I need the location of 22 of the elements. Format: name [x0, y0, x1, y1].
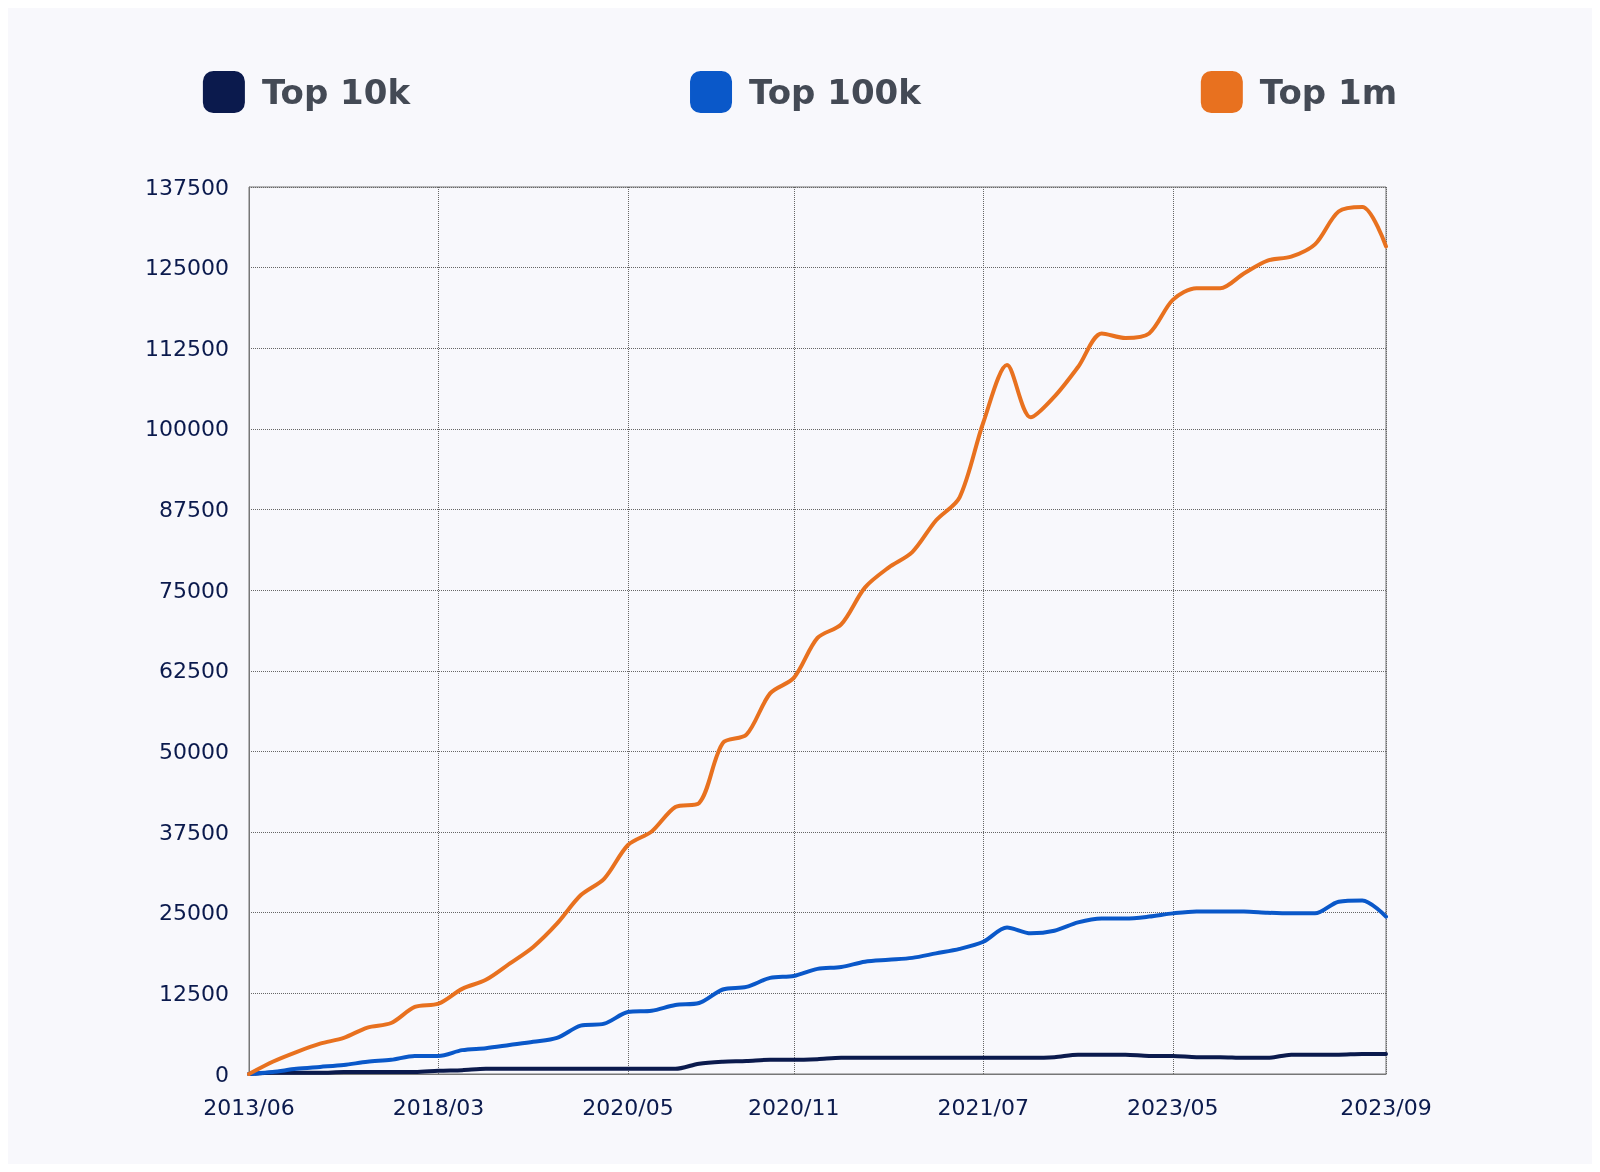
x-tick-label: 2020/11 [748, 1094, 840, 1120]
y-tick-label: 75000 [159, 577, 229, 603]
y-tick-label: 137500 [145, 174, 229, 200]
y-tick-label: 37500 [159, 819, 229, 845]
x-tick-label: 2023/09 [1340, 1094, 1432, 1120]
legend-label: Top 1m [1259, 72, 1398, 112]
y-tick-label: 50000 [159, 738, 229, 764]
x-tick-label: 2018/03 [392, 1094, 485, 1120]
y-tick-label: 25000 [159, 900, 229, 926]
y-tick-label: 62500 [159, 658, 229, 684]
y-tick-label: 125000 [145, 255, 229, 281]
y-tick-label: 112500 [145, 335, 229, 361]
x-tick-label: 2020/05 [582, 1094, 674, 1120]
y-tick-label: 12500 [159, 980, 229, 1006]
x-tick-label: 2021/07 [937, 1094, 1030, 1120]
x-tick-label: 2013/06 [203, 1094, 295, 1120]
legend-label: Top 100k [749, 72, 923, 112]
y-tick-label: 87500 [159, 497, 229, 523]
y-tick-label: 0 [215, 1061, 229, 1087]
x-tick-label: 2023/05 [1127, 1094, 1219, 1120]
legend-label: Top 10k [261, 72, 412, 112]
y-tick-label: 100000 [145, 416, 229, 442]
